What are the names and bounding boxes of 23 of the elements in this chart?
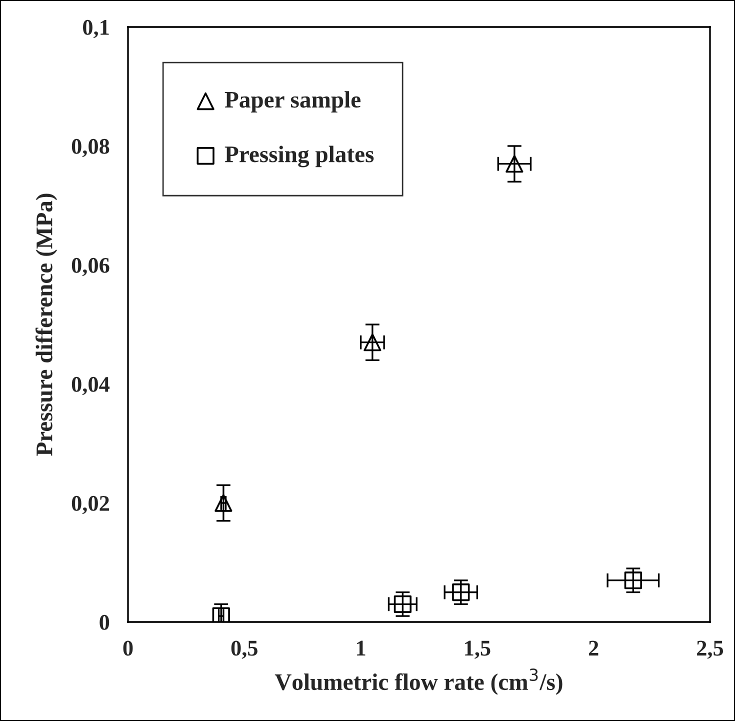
y-tick-label: 0,02 xyxy=(72,496,109,514)
y-tick-label: 0,08 xyxy=(72,138,110,158)
x-tick-label: 2,5 xyxy=(697,640,724,659)
point xyxy=(394,595,412,613)
point xyxy=(364,334,382,352)
x-tick-label: 0 xyxy=(123,640,133,656)
y-tick-label: 0,06 xyxy=(72,258,110,276)
point xyxy=(624,572,642,590)
legend-label: Paper sample xyxy=(224,91,361,112)
point xyxy=(214,494,232,512)
legend-label: Pressing plates xyxy=(224,146,374,168)
x-tick-label: 0,5 xyxy=(231,640,258,659)
x-tick-label: 1,5 xyxy=(465,640,490,659)
x-tick-label: 1 xyxy=(357,640,366,656)
point xyxy=(452,583,470,602)
point xyxy=(212,607,230,622)
y-tick-label: 0,1 xyxy=(83,20,109,38)
x-tick-label: 2 xyxy=(588,640,598,656)
y-axis-title: Pressure difference (MPa) xyxy=(36,194,58,456)
x-axis-title: Volumetric flow rate (cm$^{3}$/s) xyxy=(274,668,562,695)
y-tick-label: 0,04 xyxy=(72,376,110,396)
y-tick-label: 0 xyxy=(100,614,110,630)
point xyxy=(506,155,524,173)
